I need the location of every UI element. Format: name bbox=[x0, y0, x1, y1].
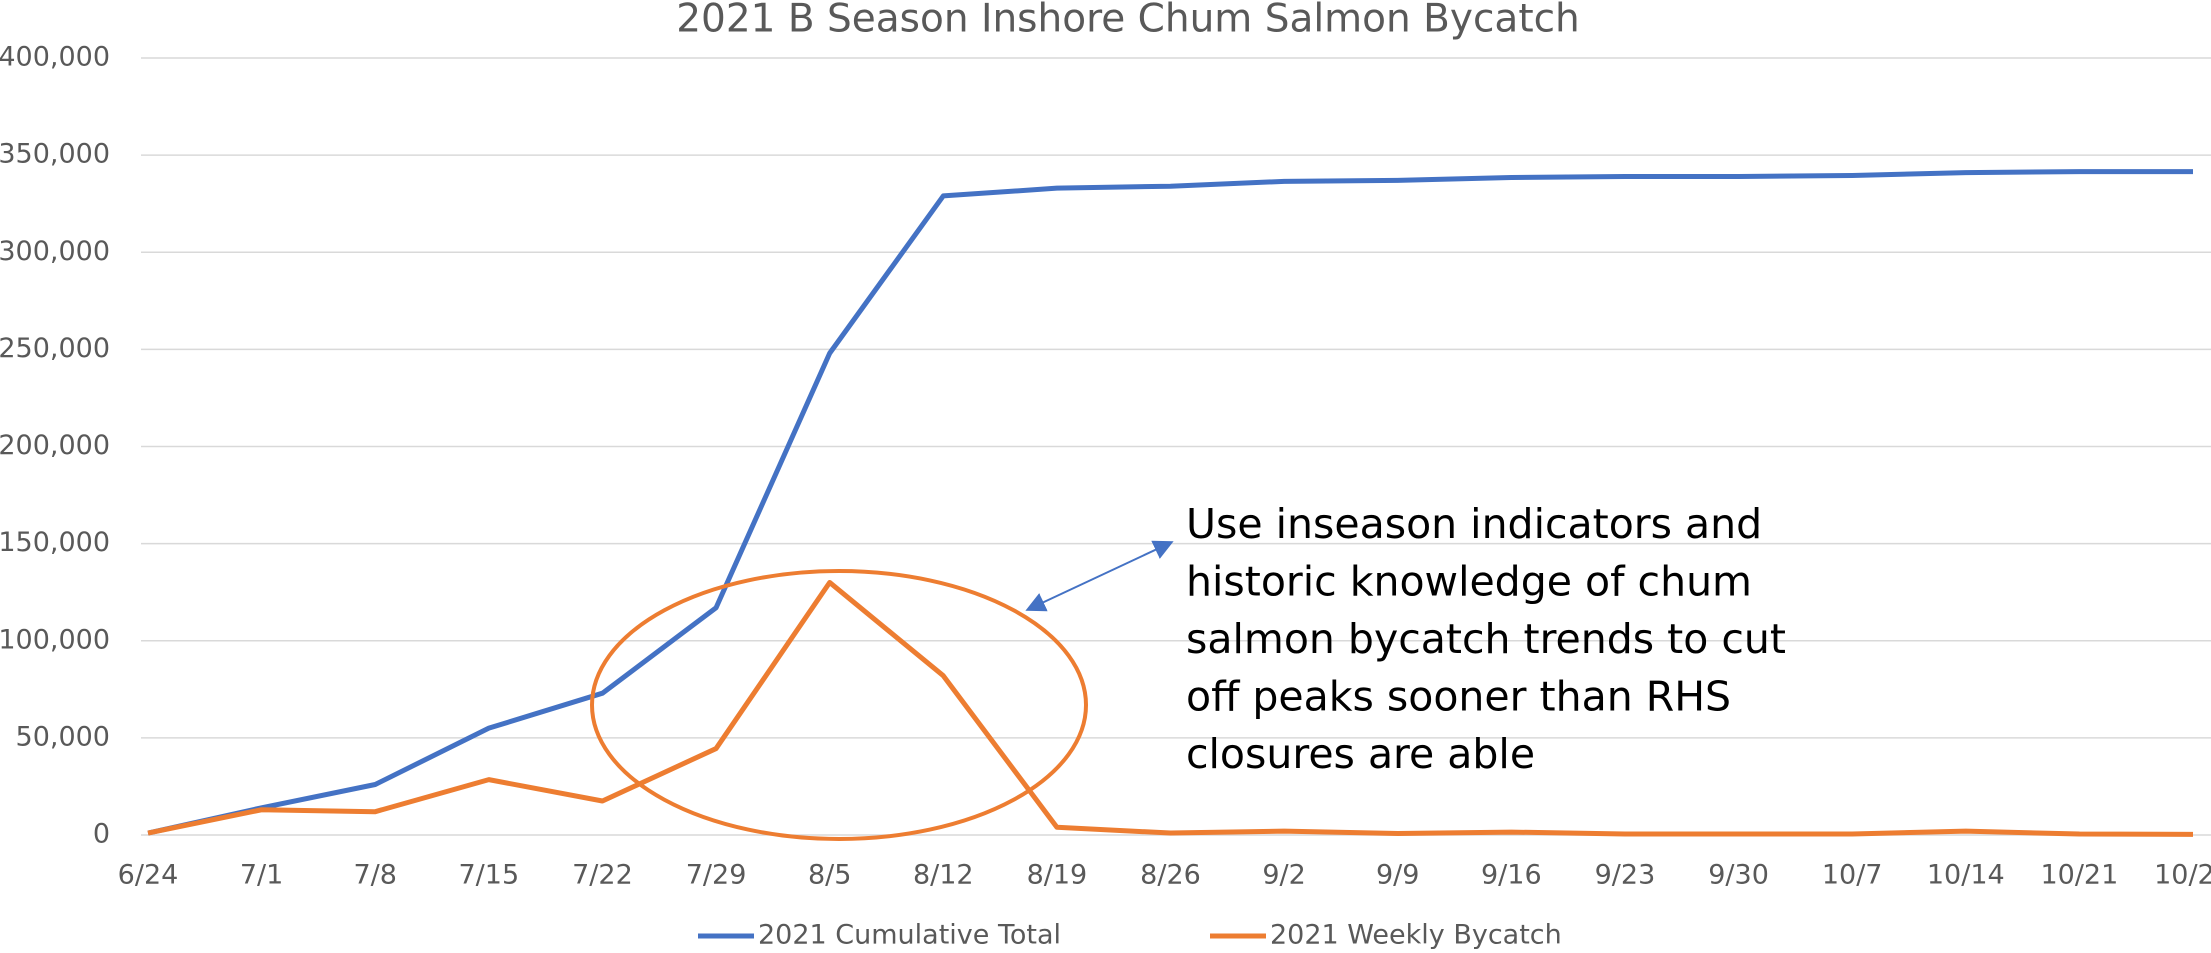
x-tick-label: 8/19 bbox=[1027, 860, 1088, 891]
x-tick-label: 10/7 bbox=[1822, 860, 1883, 891]
x-tick-label: 8/26 bbox=[1140, 860, 1201, 891]
chart-title: 2021 B Season Inshore Chum Salmon Bycatc… bbox=[676, 0, 1580, 42]
x-tick-label: 9/2 bbox=[1262, 860, 1305, 891]
x-tick-label: 9/23 bbox=[1595, 860, 1656, 891]
annotation-arrow bbox=[1025, 540, 1174, 612]
x-tick-label: 10/28 bbox=[2154, 860, 2211, 891]
plot bbox=[147, 169, 2194, 837]
x-tick-label: 10/14 bbox=[1927, 860, 2005, 891]
annotation-text: historic knowledge of chum bbox=[1186, 558, 1752, 606]
annotation-text: salmon bycatch trends to cut bbox=[1186, 615, 1786, 663]
annotation: Use inseason indicators and historic know… bbox=[1186, 500, 1786, 778]
legend: 2021 Cumulative Total 2021 Weekly Bycatch bbox=[698, 920, 1562, 951]
x-tick-label: 10/21 bbox=[2040, 860, 2118, 891]
legend-label: 2021 Cumulative Total bbox=[758, 920, 1061, 951]
x-tick-label: 8/12 bbox=[913, 860, 974, 891]
x-tick-label: 9/9 bbox=[1376, 860, 1419, 891]
y-tick-label: 300,000 bbox=[0, 236, 110, 267]
annotation-text: off peaks sooner than RHS bbox=[1186, 673, 1731, 721]
y-tick-label: 150,000 bbox=[0, 527, 110, 558]
y-tick-label: 250,000 bbox=[0, 333, 110, 364]
x-tick-label: 6/24 bbox=[118, 860, 179, 891]
highlight-ellipse bbox=[590, 569, 1088, 841]
y-tick-label: 50,000 bbox=[16, 721, 110, 752]
y-tick-label: 400,000 bbox=[0, 42, 110, 73]
legend-label: 2021 Weekly Bycatch bbox=[1270, 920, 1562, 951]
y-tick-label: 0 bbox=[93, 819, 110, 850]
x-tick-label: 7/15 bbox=[459, 860, 520, 891]
x-tick-label: 9/16 bbox=[1481, 860, 1542, 891]
x-tick-label: 7/29 bbox=[686, 860, 747, 891]
annotation-text: Use inseason indicators and bbox=[1186, 500, 1762, 548]
y-tick-label: 350,000 bbox=[0, 139, 110, 170]
x-tick-label: 9/30 bbox=[1708, 860, 1769, 891]
x-tick-label: 7/8 bbox=[353, 860, 396, 891]
x-tick-label: 7/22 bbox=[572, 860, 633, 891]
annotation-text: closures are able bbox=[1186, 730, 1535, 778]
y-tick-label: 200,000 bbox=[0, 430, 110, 461]
x-tick-label: 7/1 bbox=[240, 860, 283, 891]
series-line bbox=[147, 169, 2193, 836]
series-line bbox=[147, 579, 2194, 837]
y-tick-label: 100,000 bbox=[0, 624, 110, 655]
x-tick-label: 8/5 bbox=[808, 860, 851, 891]
grid: 0 50,000 100,000 150,000 200,000 250,000 300,0… bbox=[0, 42, 2211, 891]
